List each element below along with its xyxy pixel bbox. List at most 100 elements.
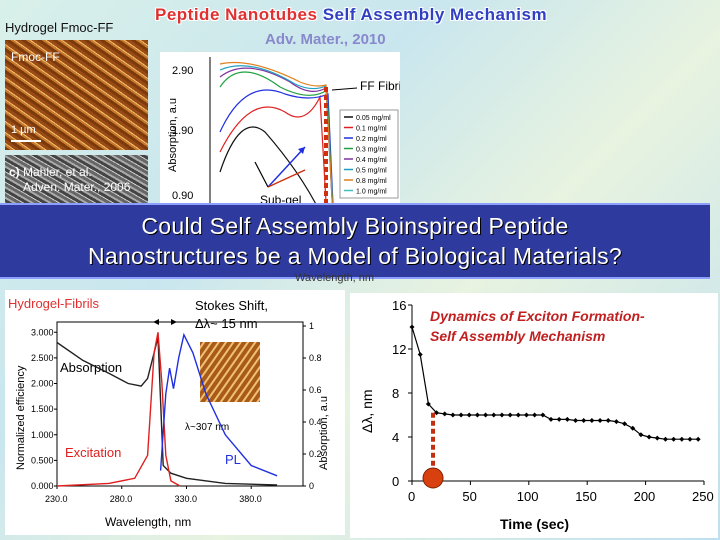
title-part-peptide: Peptide Nanotubes (155, 5, 318, 24)
dyn-point (483, 412, 489, 418)
pl-chart: Hydrogel-Fibrils Stokes Shift, Δλ~ 15 nm… (5, 290, 345, 535)
pl-xtick: 330.0 (174, 494, 197, 504)
dyn-title-1: Dynamics of Exciton Formation- (430, 308, 645, 324)
abs-curve-1 (219, 94, 331, 273)
dyn-xtick: 50 (462, 489, 476, 504)
scale-bar (11, 140, 41, 142)
pl-ytick-left: 2.500 (31, 353, 54, 363)
banner-line-2: Nanostructures be a Model of Biological … (87, 243, 623, 269)
abs-ytick-3: 0.90 (172, 190, 193, 202)
dyn-point (630, 425, 636, 431)
abs-legend-entry: 0.4 mg/ml (356, 157, 387, 164)
dyn-point (515, 412, 521, 418)
dyn-xtick: 0 (408, 489, 415, 504)
dyn-ylabel: Δλ, nm (359, 389, 375, 433)
dyn-point (581, 418, 587, 423)
dyn-point (695, 436, 701, 442)
dyn-point (654, 435, 660, 441)
fibrils-label: FF Fibrils (360, 79, 400, 93)
dyn-point (466, 412, 472, 418)
dyn-marker-dot (422, 467, 444, 489)
abs-legend-entry: 0.5 mg/ml (356, 168, 387, 175)
pl-ytick-left: 2.000 (31, 379, 54, 389)
pl-ytick-right: 0.8 (309, 353, 322, 363)
pl-title: Hydrogel-Fibrils (8, 296, 100, 311)
panel-c-label: c) (9, 165, 20, 179)
pl-xtick: 280.0 (110, 494, 133, 504)
dyn-point (564, 416, 570, 422)
pl-ylabel-left: Normalized efficiency (15, 365, 27, 470)
dyn-point (507, 412, 513, 418)
abs-ytick-1: 2.90 (172, 65, 193, 77)
pl-ytick-right: 0.4 (309, 417, 322, 427)
ref-journal: Adven. Mater., 2006 (23, 180, 131, 194)
abs-curve-2 (219, 89, 337, 273)
dyn-xtick: 150 (575, 489, 597, 504)
abs-ytick-2: 1.90 (172, 125, 193, 137)
title-part-mechanism: Self Assembly Mechanism (322, 5, 548, 24)
dyn-xtick: 250 (692, 489, 714, 504)
abs-curve-5 (219, 65, 337, 273)
dyn-xtick: 200 (634, 489, 656, 504)
abs-legend-box (339, 109, 399, 199)
pl-ytick-left: 0.500 (31, 455, 54, 465)
dyn-xlabel: Time (sec) (500, 516, 569, 532)
fmoc-micrograph: Fmoc-FF 1 µm (5, 40, 148, 150)
dyn-point (573, 418, 579, 423)
abs-curve-3 (219, 71, 337, 273)
pl-excitation-label: Excitation (65, 445, 121, 460)
scale-bar-label: 1 µm (11, 124, 36, 136)
pl-pl-label: PL (225, 452, 241, 467)
pl-ytick-right: 1 (309, 321, 314, 331)
dyn-ytick: 12 (392, 342, 406, 357)
dyn-ytick: 0 (392, 474, 399, 489)
dyn-title-2: Self Assembly Mechanism (430, 328, 605, 344)
pl-ytick-right: 0 (309, 481, 314, 491)
dyn-point (662, 436, 668, 442)
abs-legend-entry: 0.3 mg/ml (356, 147, 387, 154)
abs-legend: 0.05 mg/ml 0.1 mg/ml 0.2 mg/ml 0.3 mg/ml 0.4… (339, 109, 399, 199)
dyn-point (556, 416, 562, 422)
stokes-line-1: Stokes Shift, (195, 298, 268, 313)
banner-line-1: Could Self Assembly Bioinspired Peptide (141, 213, 569, 239)
slide-title: Peptide Nanotubes Self Assembly Mechanis… (155, 5, 547, 25)
stokes-line-2: Δλ~ 15 nm (195, 316, 258, 331)
dyn-ytick: 8 (392, 386, 399, 401)
pl-ytick-left: 1.000 (31, 430, 54, 440)
dyn-point (589, 418, 595, 423)
dyn-point (597, 418, 603, 423)
dyn-ytick: 4 (392, 430, 399, 445)
micrograph-inner-label: Fmoc-FF (11, 50, 60, 64)
pl-absorption-label: Absorption (60, 360, 122, 375)
dyn-point (532, 412, 538, 418)
pl-series-excitation (56, 332, 181, 487)
pl-xlabel: Wavelength, nm (105, 515, 191, 529)
abs-legend-entry: 0.8 mg/ml (356, 178, 387, 185)
dyn-ytick: 16 (392, 298, 406, 313)
abs-ylabel: Absorption, a.u (167, 98, 179, 172)
abs-legend-entry: 0.1 mg/ml (356, 126, 387, 133)
dyn-point (458, 412, 464, 418)
dyn-point (622, 421, 628, 427)
dyn-point (409, 324, 415, 330)
dyn-point (425, 401, 431, 407)
abs-curve-6 (219, 61, 337, 273)
dyn-point (491, 412, 497, 418)
micrograph-label: Hydrogel Fmoc-FF (5, 20, 114, 35)
dyn-point (417, 352, 423, 357)
dyn-point (679, 436, 685, 442)
abs-legend-entry: 0.2 mg/ml (356, 136, 387, 143)
question-banner: Could Self Assembly Bioinspired Peptide … (0, 203, 710, 279)
pl-lambda-label: λ~307 nm (185, 422, 229, 433)
dyn-point (548, 416, 554, 422)
pl-ytick-left: 3.000 (31, 327, 54, 337)
dynamics-chart: Dynamics of Exciton Formation- Self Asse… (350, 293, 718, 538)
pl-ytick-right: 0.6 (309, 385, 322, 395)
abs-curve-0 (219, 126, 336, 273)
pl-ytick-right: 0.2 (309, 449, 322, 459)
pl-xtick: 380.0 (239, 494, 262, 504)
dyn-point (638, 432, 644, 438)
dyn-point (450, 412, 456, 418)
dyn-point (442, 411, 448, 417)
dyn-point (646, 434, 652, 440)
